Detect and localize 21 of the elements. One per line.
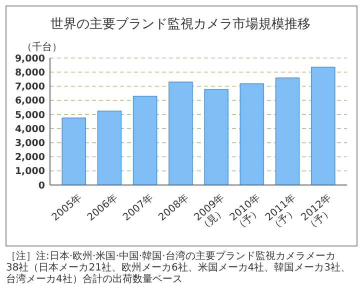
bar — [132, 96, 158, 186]
y-tick-label: 3,000 — [14, 138, 46, 149]
bar — [240, 83, 264, 186]
text: ［注］注:日本·欧州·米国·中国·韓国·台湾の主要ブランド監視カメラメーカ38社（日本メーカ21社、欧州メーカ6社、米国メーカ4社、韓国メーカ3社、台湾メーカ4社）合計の出荷数量ベース — [6, 250, 351, 285]
bar — [168, 82, 193, 186]
y-tick-label: 2,000 — [14, 152, 46, 164]
y-axis-title: （千台） — [22, 41, 62, 53]
bar — [62, 118, 86, 186]
y-tick-label: 7,000 — [14, 82, 46, 93]
y-tick-label: 0 — [38, 180, 46, 192]
y-tick-label: 5,000 — [14, 110, 46, 121]
y-tick-label: 6,000 — [14, 96, 46, 107]
y-tick-label: 9,000 — [14, 53, 46, 64]
y-tick-label: 1,000 — [14, 166, 46, 178]
bar — [310, 66, 336, 186]
chart-title: 世界の主要ブランド監視カメラ市場規模推移 — [50, 16, 310, 32]
bar — [275, 77, 300, 186]
y-tick-label: 8,000 — [14, 67, 46, 78]
y-tick-label: 4,000 — [14, 124, 46, 135]
bar — [97, 110, 122, 186]
bar — [204, 89, 228, 186]
